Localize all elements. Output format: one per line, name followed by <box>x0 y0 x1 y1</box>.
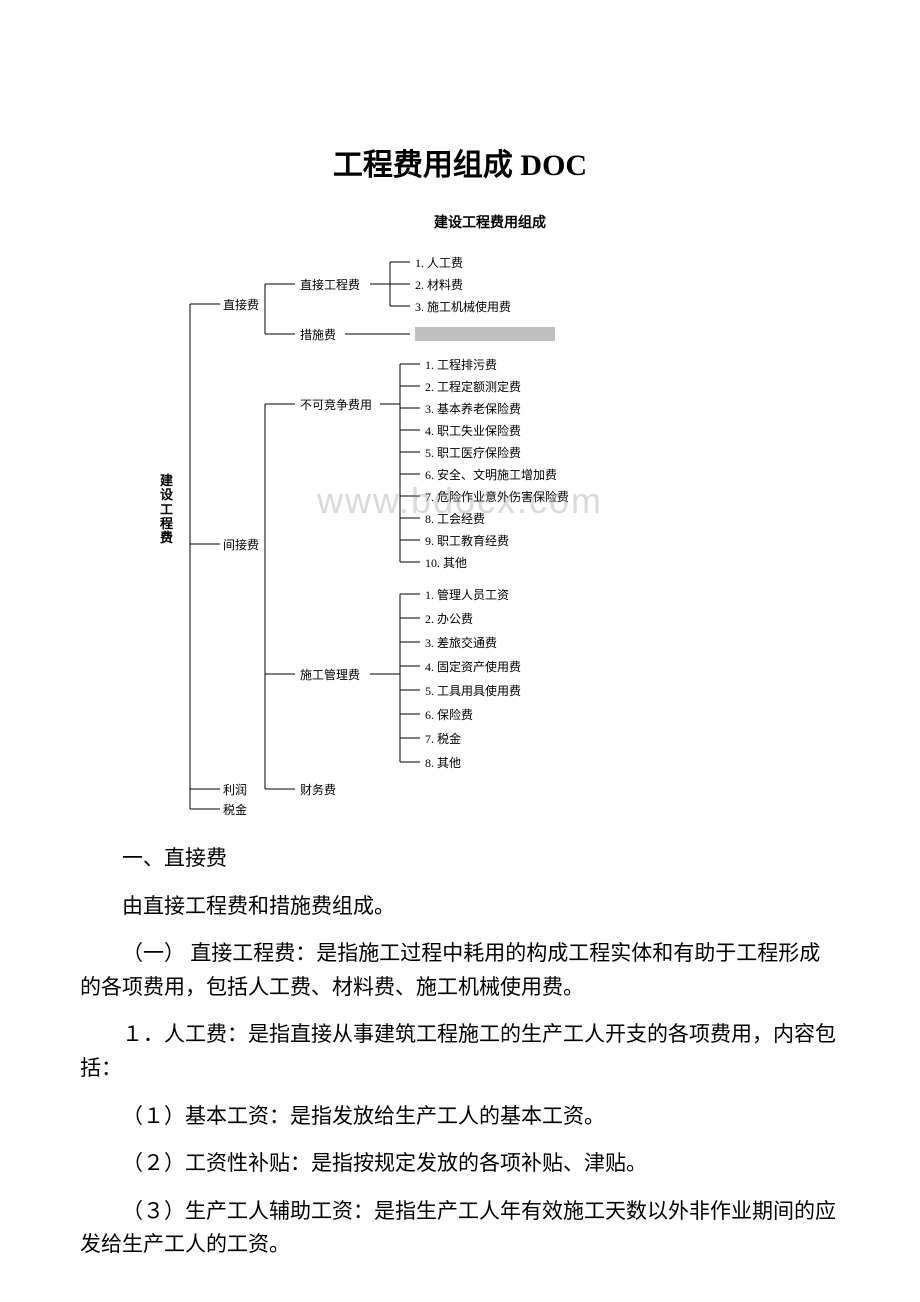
l1-tax: 税金 <box>223 803 247 817</box>
page-title: 工程费用组成 DOC <box>80 140 840 184</box>
l1-direct: 直接费 <box>223 298 259 312</box>
nc-5: 5. 职工医疗保险费 <box>425 446 521 460</box>
direct-eng: 直接工程费 <box>300 278 360 292</box>
diagram-subtitle: 建设工程费用组成 <box>80 212 840 232</box>
nc-7: 7. 危险作业意外伤害保险费 <box>425 490 569 504</box>
mg-4: 4. 固定资产使用费 <box>425 660 521 674</box>
nc-2: 2. 工程定额测定费 <box>425 380 521 394</box>
body-p5: （２）工资性补贴：是指按规定发放的各项补贴、津贴。 <box>80 1147 840 1181</box>
mg-8: 8. 其他 <box>425 756 461 770</box>
mgmt-fee: 施工管理费 <box>300 668 360 682</box>
mg-1: 1. 管理人员工资 <box>425 588 509 602</box>
body-p2: （一） 直接工程费：是指施工过程中耗用的构成工程实体和有助于工程形成的各项费用，… <box>80 937 840 1004</box>
body-p6: （３）生产工人辅助工资：是指生产工人年有效施工天数以外非作业期间的应发给生产工人… <box>80 1195 840 1262</box>
de-3: 3. 施工机械使用费 <box>415 300 511 314</box>
l1-indirect: 间接费 <box>223 538 259 552</box>
nc-6: 6. 安全、文明施工增加费 <box>425 468 557 482</box>
mg-5: 5. 工具用具使用费 <box>425 684 521 698</box>
mg-3: 3. 差旅交通费 <box>425 636 497 650</box>
nc-9: 9. 职工教育经费 <box>425 534 509 548</box>
de-2: 2. 材料费 <box>415 278 463 292</box>
nc-10: 10. 其他 <box>425 556 467 570</box>
mg-7: 7. 税金 <box>425 732 461 746</box>
l1-profit: 利润 <box>223 783 247 797</box>
mg-2: 2. 办公费 <box>425 612 473 626</box>
nc-3: 3. 基本养老保险费 <box>425 402 521 416</box>
noncompete: 不可竞争费用 <box>300 398 372 412</box>
nc-1: 1. 工程排污费 <box>425 358 497 372</box>
body-p3: １．人工费：是指直接从事建筑工程施工的生产工人开支的各项费用，内容包括： <box>80 1018 840 1085</box>
body-p1: 由直接工程费和措施费组成。 <box>80 890 840 924</box>
body-content: 一、直接费 由直接工程费和措施费组成。 （一） 直接工程费：是指施工过程中耗用的… <box>80 842 840 1262</box>
measure-fee: 措施费 <box>300 328 336 342</box>
mg-6: 6. 保险费 <box>425 708 473 722</box>
measure-gray-bar <box>415 327 555 341</box>
root-label: 建设工程费 <box>160 474 174 545</box>
nc-8: 8. 工会经费 <box>425 512 485 526</box>
tree-diagram: 建设工程费 直接费 间接费 利润 税金 直接工程费 措施费 1. 人工费 2. … <box>80 244 840 824</box>
body-p4: （１）基本工资：是指发放给生产工人的基本工资。 <box>80 1100 840 1134</box>
nc-4: 4. 职工失业保险费 <box>425 424 521 438</box>
de-1: 1. 人工费 <box>415 256 463 270</box>
section-heading: 一、直接费 <box>80 842 840 876</box>
finance-fee: 财务费 <box>300 783 336 797</box>
